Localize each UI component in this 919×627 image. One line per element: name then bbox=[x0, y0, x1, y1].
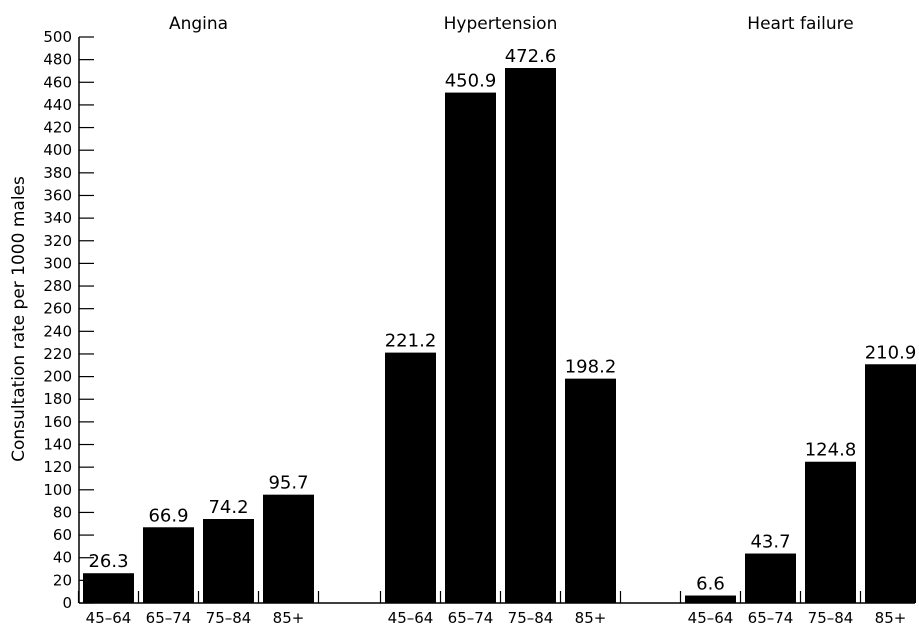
y-tick-label: 420 bbox=[43, 119, 72, 137]
data-label: 6.6 bbox=[696, 574, 725, 595]
bar bbox=[745, 553, 796, 603]
data-label: 95.7 bbox=[268, 473, 308, 494]
y-tick-label: 140 bbox=[43, 436, 72, 454]
bars: Angina 26.3 45–64 66.9 65–74 74.2 75–84 95.7 85+… bbox=[77, 14, 917, 627]
bar bbox=[565, 378, 616, 603]
data-label: 221.2 bbox=[385, 331, 437, 352]
y-tick-label: 280 bbox=[43, 277, 72, 295]
bar bbox=[143, 527, 194, 603]
y-tick-label: 360 bbox=[43, 186, 72, 204]
y-tick-label: 240 bbox=[43, 322, 72, 340]
data-label: 210.9 bbox=[865, 342, 917, 363]
group-title: Angina bbox=[169, 14, 228, 34]
category-label: 85+ bbox=[273, 609, 305, 627]
y-tick-label: 200 bbox=[43, 368, 72, 386]
y-tick-label: 0 bbox=[62, 594, 72, 612]
y-tick-label: 380 bbox=[43, 164, 72, 182]
bar bbox=[385, 352, 436, 603]
data-label: 74.2 bbox=[208, 497, 248, 518]
data-label: 124.8 bbox=[805, 440, 857, 461]
y-tick-label: 460 bbox=[43, 73, 72, 91]
y-tick-label: 20 bbox=[53, 571, 72, 589]
category-label: 75–84 bbox=[808, 609, 854, 627]
y-tick-label: 320 bbox=[43, 232, 72, 250]
category-label: 65–74 bbox=[146, 609, 192, 627]
y-tick-label: 260 bbox=[43, 300, 72, 318]
category-label: 85+ bbox=[575, 609, 607, 627]
y-tick-label: 180 bbox=[43, 390, 72, 408]
y-tick-label: 300 bbox=[43, 254, 72, 272]
data-label: 66.9 bbox=[148, 505, 188, 526]
bar bbox=[203, 519, 254, 603]
y-tick-label: 480 bbox=[43, 51, 72, 69]
data-label: 26.3 bbox=[88, 551, 128, 572]
category-label: 75–84 bbox=[508, 609, 554, 627]
bar bbox=[865, 364, 916, 603]
data-label: 450.9 bbox=[445, 71, 497, 92]
category-label: 45–64 bbox=[388, 609, 434, 627]
bar bbox=[505, 68, 556, 604]
bar bbox=[263, 494, 314, 603]
category-label: 45–64 bbox=[688, 609, 734, 627]
bar bbox=[685, 595, 736, 603]
category-label: 45–64 bbox=[86, 609, 132, 627]
group-title: Heart failure bbox=[747, 14, 853, 34]
y-axis-title: Consultation rate per 1000 males bbox=[9, 176, 29, 462]
y-tick-label: 160 bbox=[43, 413, 72, 431]
data-label: 472.6 bbox=[505, 46, 557, 67]
category-label: 85+ bbox=[875, 609, 907, 627]
category-label: 65–74 bbox=[448, 609, 494, 627]
y-tick-label: 40 bbox=[53, 549, 72, 567]
y-tick-label: 60 bbox=[53, 526, 72, 544]
bar bbox=[83, 573, 134, 603]
category-label: 75–84 bbox=[206, 609, 252, 627]
y-tick-label: 120 bbox=[43, 458, 72, 476]
data-label: 198.2 bbox=[565, 357, 617, 378]
data-label: 43.7 bbox=[750, 532, 790, 553]
y-tick-label: 400 bbox=[43, 141, 72, 159]
y-tick-label: 440 bbox=[43, 96, 72, 114]
y-tick-label: 100 bbox=[43, 481, 72, 499]
bar bbox=[445, 92, 496, 603]
group-title: Hypertension bbox=[444, 14, 558, 34]
y-tick-label: 80 bbox=[53, 503, 72, 521]
bar bbox=[805, 461, 856, 603]
category-label: 65–74 bbox=[748, 609, 794, 627]
y-tick-label: 220 bbox=[43, 345, 72, 363]
y-ticks: 0 20 40 60 80 100 120 140 160 180 200 220 240 260 280 3… bbox=[43, 28, 94, 612]
y-tick-label: 340 bbox=[43, 209, 72, 227]
y-tick-label: 500 bbox=[43, 28, 72, 46]
